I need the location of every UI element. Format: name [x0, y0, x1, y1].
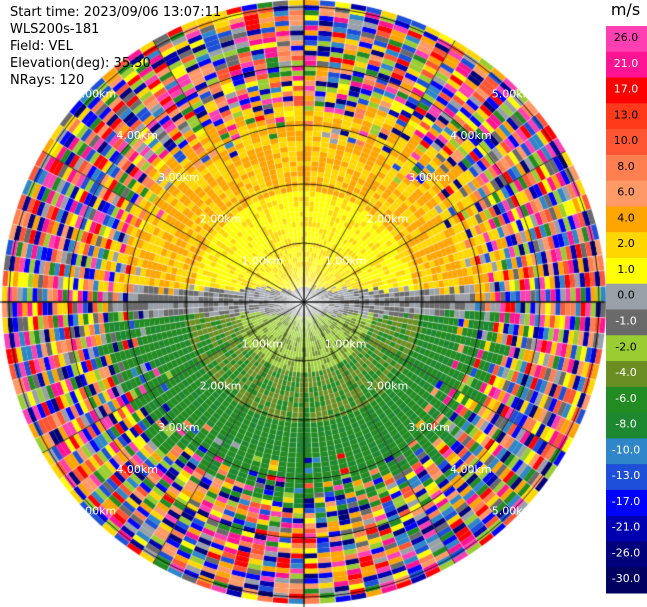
start-time-label: Start time: 2023/09/06 13:07:11 [10, 5, 222, 20]
colorbar-tick-label: 10.0 [614, 134, 639, 147]
colorbar-tick-label: -30.0 [612, 572, 640, 585]
colorbar-tick-label: 21.0 [614, 57, 639, 70]
colorbar-tick-label: -21.0 [612, 521, 640, 534]
colorbar-swatch [606, 335, 647, 362]
colorbar-swatch [606, 283, 647, 310]
colorbar-tick-label: -6.0 [615, 392, 636, 405]
colorbar-tick-label: -13.0 [612, 469, 640, 482]
colorbar-swatch [606, 464, 647, 491]
colorbar-swatch [606, 309, 647, 336]
colorbar-tick-label: 4.0 [617, 211, 635, 224]
colorbar-tick-label: -26.0 [612, 546, 640, 559]
colorbar-swatch [606, 26, 647, 53]
colorbar-tick-label: 0.0 [617, 289, 635, 302]
colorbar-tick-label: 13.0 [614, 108, 639, 121]
colorbar-tick-label: -10.0 [612, 443, 640, 456]
colorbar-swatch [606, 412, 647, 439]
colorbar-swatch [606, 489, 647, 517]
colorbar-swatch [606, 129, 647, 156]
colorbar-swatch [606, 77, 647, 104]
colorbar-swatch [606, 386, 647, 414]
colorbar-tick-label: 6.0 [617, 186, 635, 199]
colorbar-tick-label: -17.0 [612, 495, 640, 508]
colorbar-tick-label: 2.0 [617, 237, 635, 250]
header-info: Start time: 2023/09/06 13:07:11 WLS200s-… [10, 4, 221, 89]
colorbar-swatch [606, 206, 647, 233]
field-label: Field: VEL [10, 39, 73, 54]
colorbar-tick-label: 17.0 [614, 83, 639, 96]
colorbar-tick-label: 26.0 [614, 31, 639, 44]
colorbar-swatch [606, 154, 647, 182]
colorbar-swatch [606, 438, 647, 465]
colorbar-tick-label: 8.0 [617, 160, 635, 173]
colorbar-swatch [606, 257, 647, 285]
colorbar-tick-label: -2.0 [615, 340, 636, 353]
elevation-label: Elevation(deg): 35.30 [10, 56, 151, 71]
colorbar-tick-label: 1.0 [617, 263, 635, 276]
colorbar-swatch [606, 103, 647, 130]
colorbar-swatch [606, 180, 647, 207]
instrument-label: WLS200s-181 [10, 22, 100, 37]
colorbar-tick-label: -4.0 [615, 366, 636, 379]
colorbar-swatch [606, 515, 647, 542]
colorbar-unit: m/s [610, 0, 641, 19]
colorbar-swatch [606, 541, 647, 568]
colorbar-tick-label: -1.0 [615, 315, 636, 328]
colorbar-swatch [606, 51, 647, 79]
colorbar-tick-label: -8.0 [615, 418, 636, 431]
colorbar-swatch [606, 567, 647, 594]
colorbar-swatch [606, 361, 647, 388]
velocity-colorbar: 26.0 21.0 17.0 13.0 10.0 8.0 6.0 4.0 2.0 1.0 0.0 -1… [606, 26, 647, 594]
nrays-label: NRays: 120 [10, 73, 85, 88]
colorbar-swatch [606, 232, 647, 259]
